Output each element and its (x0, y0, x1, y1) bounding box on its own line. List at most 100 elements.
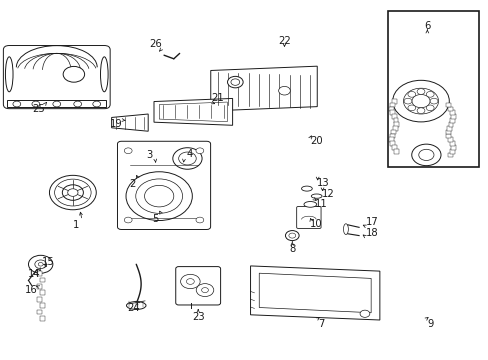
Bar (37, 284, 42, 289)
Circle shape (178, 152, 196, 165)
Bar (388, 107, 393, 111)
Circle shape (180, 274, 200, 289)
Circle shape (144, 185, 173, 207)
Circle shape (411, 144, 440, 166)
Bar (449, 118, 454, 123)
Circle shape (55, 179, 91, 206)
Bar (447, 122, 452, 127)
FancyBboxPatch shape (296, 207, 321, 228)
Ellipse shape (126, 302, 146, 310)
FancyBboxPatch shape (117, 141, 210, 229)
Text: 13: 13 (317, 178, 329, 188)
Circle shape (403, 88, 438, 114)
Ellipse shape (5, 57, 13, 92)
Circle shape (62, 185, 83, 200)
Ellipse shape (301, 186, 312, 191)
Text: 1: 1 (73, 220, 79, 230)
Circle shape (416, 89, 424, 94)
Bar (393, 118, 398, 123)
Text: 15: 15 (42, 257, 55, 267)
Bar (37, 271, 42, 276)
Text: 11: 11 (315, 199, 327, 210)
Polygon shape (250, 266, 379, 320)
Bar (450, 145, 455, 150)
Polygon shape (210, 66, 317, 111)
Bar (388, 138, 393, 142)
Text: 24: 24 (127, 303, 140, 314)
Circle shape (407, 105, 415, 111)
Ellipse shape (343, 224, 347, 234)
Text: 17: 17 (365, 217, 378, 227)
Bar (40, 316, 45, 321)
Circle shape (196, 217, 203, 223)
Bar (40, 278, 45, 282)
Circle shape (196, 148, 203, 154)
Text: 12: 12 (321, 189, 334, 199)
Bar (447, 107, 452, 111)
Text: 10: 10 (310, 219, 322, 229)
Polygon shape (111, 114, 148, 131)
Bar (449, 141, 454, 146)
Ellipse shape (304, 202, 316, 207)
Circle shape (49, 175, 96, 210)
Circle shape (124, 217, 132, 223)
Circle shape (186, 279, 194, 284)
Circle shape (359, 310, 369, 318)
Text: 14: 14 (27, 269, 40, 279)
Ellipse shape (311, 194, 322, 198)
Circle shape (416, 108, 424, 113)
Circle shape (32, 101, 40, 107)
Bar (40, 303, 45, 308)
Bar (391, 99, 396, 104)
Text: 6: 6 (423, 21, 429, 31)
Text: 26: 26 (149, 40, 162, 49)
Circle shape (227, 76, 243, 88)
Circle shape (13, 101, 20, 107)
Bar (390, 130, 395, 134)
Circle shape (403, 98, 411, 104)
Text: 25: 25 (32, 104, 45, 114)
Circle shape (196, 284, 213, 297)
Circle shape (136, 179, 182, 213)
Bar (393, 149, 398, 154)
Circle shape (93, 101, 101, 107)
FancyBboxPatch shape (175, 267, 220, 305)
Ellipse shape (101, 57, 108, 92)
Text: 19: 19 (110, 120, 123, 129)
Bar (391, 114, 396, 119)
Bar (37, 297, 42, 302)
Bar (450, 114, 455, 119)
Bar (7, 100, 106, 107)
Text: 16: 16 (24, 285, 37, 296)
FancyBboxPatch shape (3, 45, 110, 109)
Circle shape (63, 66, 84, 82)
Circle shape (53, 101, 61, 107)
Bar (446, 126, 451, 131)
Text: 9: 9 (427, 319, 433, 329)
Circle shape (278, 86, 290, 95)
Bar (387, 12, 478, 167)
Circle shape (74, 101, 81, 107)
Bar (389, 134, 394, 138)
Circle shape (285, 230, 299, 240)
Circle shape (411, 94, 429, 108)
Bar (389, 103, 394, 107)
Circle shape (38, 262, 43, 266)
Bar (40, 291, 45, 295)
Bar (446, 103, 450, 107)
Text: 5: 5 (152, 214, 159, 224)
Circle shape (172, 148, 202, 169)
Bar (389, 141, 394, 146)
Text: 20: 20 (310, 136, 322, 146)
Text: 18: 18 (365, 228, 378, 238)
Circle shape (288, 233, 295, 238)
Circle shape (426, 105, 433, 111)
Bar (449, 111, 454, 115)
Text: 21: 21 (211, 93, 224, 103)
Polygon shape (154, 98, 232, 125)
Circle shape (67, 189, 78, 196)
Circle shape (230, 79, 239, 85)
Circle shape (392, 80, 448, 122)
Circle shape (126, 172, 192, 221)
Bar (447, 153, 452, 157)
